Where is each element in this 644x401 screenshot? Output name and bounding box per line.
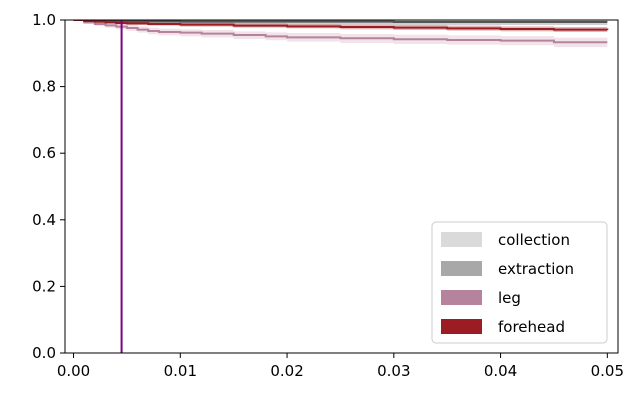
legend-box [431,221,608,344]
legend-label-forehead: forehead [498,318,565,336]
y-axis: 0.0 0.2 0.4 0.6 0.8 1.0 [32,11,65,362]
series-layer [73,20,609,353]
series-line-forehead [73,20,609,31]
y-tick-label: 0.4 [32,211,56,229]
x-tick-label: 0.05 [591,362,624,380]
x-tick-label: 0.04 [484,362,517,380]
series-line-leg [73,20,608,44]
x-tick-label: 0.01 [164,362,197,380]
legend: collection extraction leg forehead [431,221,608,344]
legend-label-collection: collection [498,231,570,249]
legend-label-leg: leg [498,289,521,307]
legend-swatch-forehead [441,319,482,334]
y-tick-label: 0.0 [32,344,56,362]
x-tick-label: 0.00 [57,362,90,380]
plot-frame [64,19,619,354]
legend-swatch-leg [441,290,482,305]
x-tick-label: 0.02 [270,362,303,380]
legend-swatch-collection [441,232,482,247]
legend-label-extraction: extraction [498,260,574,278]
x-axis: 0.00 0.01 0.02 0.03 0.04 0.05 [57,353,624,380]
y-tick-label: 1.0 [32,11,56,29]
plot-area [64,19,619,354]
y-tick-label: 0.6 [32,144,56,162]
y-tick-label: 0.2 [32,277,56,295]
legend-swatch-extraction [441,261,482,276]
y-tick-label: 0.8 [32,78,56,96]
x-tick-label: 0.03 [377,362,410,380]
